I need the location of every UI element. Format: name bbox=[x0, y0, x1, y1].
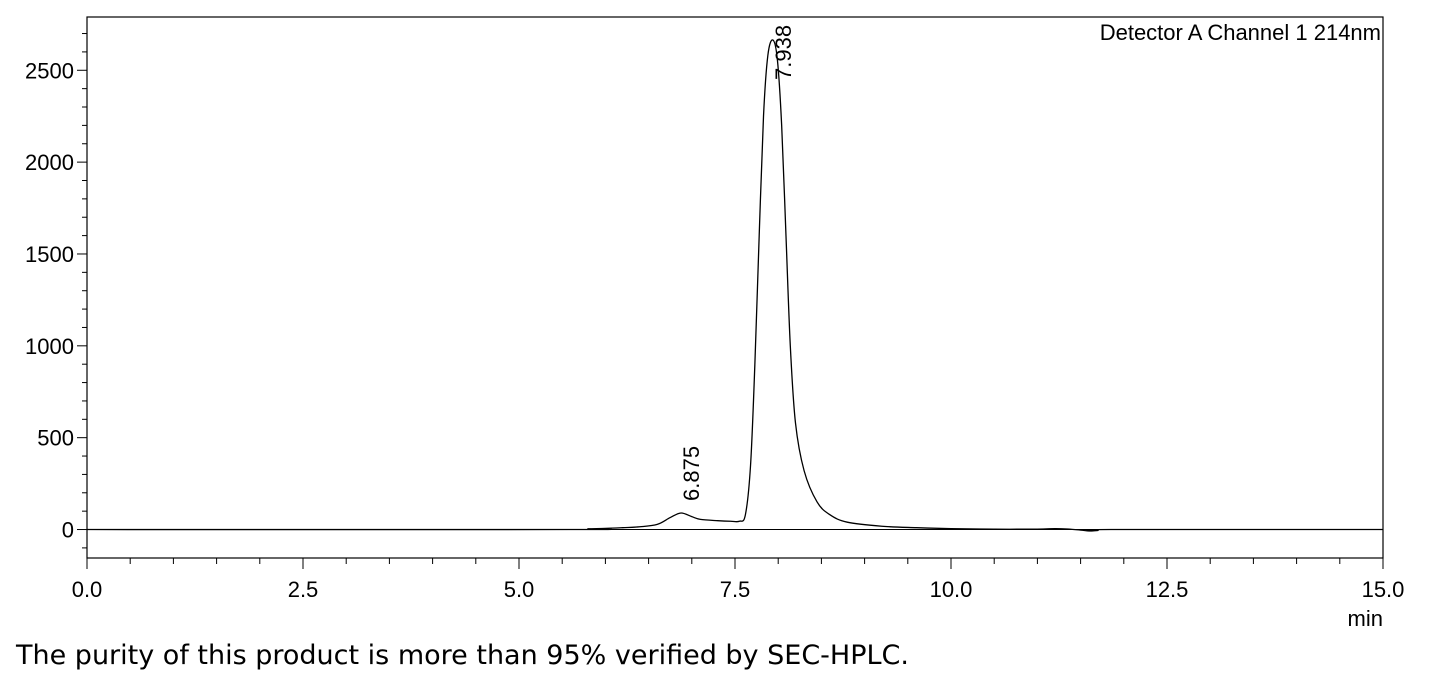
y-axis: 0 500 1000 1500 2000 2500 bbox=[25, 33, 87, 549]
y-tick-label: 1500 bbox=[25, 242, 74, 267]
peak-labels: 6.875 7.938 bbox=[679, 25, 796, 501]
y-tick-label: 2500 bbox=[25, 58, 74, 83]
x-axis-label: min bbox=[1348, 606, 1383, 631]
x-axis: 0.0 2.5 5.0 7.5 10.0 12.5 15.0 bbox=[72, 558, 1405, 602]
purity-caption: The purity of this product is more than … bbox=[16, 640, 909, 671]
x-tick-label: 12.5 bbox=[1146, 577, 1189, 602]
y-tick-label: 1000 bbox=[25, 334, 74, 359]
x-tick-label: 0.0 bbox=[72, 577, 103, 602]
y-tick-label: 500 bbox=[37, 426, 74, 451]
x-tick-label: 5.0 bbox=[504, 577, 535, 602]
chromatogram-trace bbox=[86, 39, 1384, 532]
y-tick-label: 2000 bbox=[25, 150, 74, 175]
y-tick-label: 0 bbox=[62, 518, 74, 543]
chart-title: Detector A Channel 1 214nm bbox=[1100, 20, 1381, 45]
x-tick-label: 2.5 bbox=[288, 577, 319, 602]
peak-label: 6.875 bbox=[679, 446, 704, 501]
chromatogram-chart: 0 500 1000 1500 2000 2500 0.0 2.5 5.0 7.5 10.0 12.… bbox=[25, 16, 1405, 631]
x-tick-label: 7.5 bbox=[720, 577, 751, 602]
x-tick-label: 10.0 bbox=[930, 577, 973, 602]
x-tick-label: 15.0 bbox=[1362, 577, 1405, 602]
plot-frame bbox=[86, 16, 1384, 559]
peak-label: 7.938 bbox=[771, 25, 796, 80]
